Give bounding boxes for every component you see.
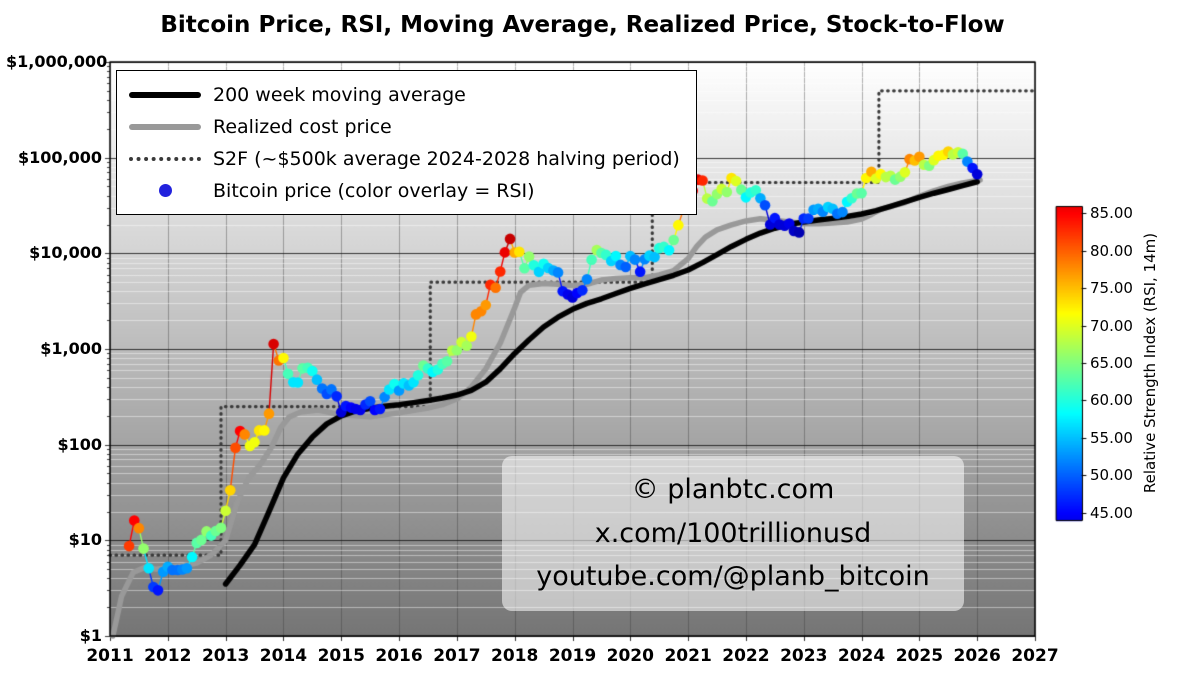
legend-item-label: 200 week moving average <box>213 83 466 106</box>
y-tick-3: $1,000 <box>40 339 102 358</box>
legend-item: Realized cost price <box>129 113 680 140</box>
x-tick-2015: 2015 <box>317 646 365 666</box>
colorbar-axis-label: Relative Strength Index (RSI, 14m) <box>1141 232 1159 494</box>
x-tick-2012: 2012 <box>144 646 192 666</box>
legend-item: Bitcoin price (color overlay = RSI) <box>129 177 680 204</box>
colorbar-tick-85.00: 85.00 <box>1090 204 1133 223</box>
y-tick-2: $100 <box>57 434 102 454</box>
legend-item: S2F (~$500k average 2024-2028 halving pe… <box>129 145 680 172</box>
colorbar-tick-70.00: 70.00 <box>1090 316 1133 335</box>
y-tick-1: $10 <box>68 530 102 550</box>
colorbar-tick-80.00: 80.00 <box>1090 241 1133 260</box>
x-tick-2027: 2027 <box>1011 646 1059 666</box>
x-tick-2025: 2025 <box>895 646 944 666</box>
x-tick-2018: 2018 <box>491 646 539 666</box>
x-tick-2014: 2014 <box>259 646 308 666</box>
x-tick-2026: 2026 <box>953 646 1001 666</box>
colorbar-tick-65.00: 65.00 <box>1090 354 1133 372</box>
colorbar-tick-60.00: 60.00 <box>1090 391 1133 410</box>
watermark: © planbtc.com x.com/100trillionusd youtu… <box>502 456 964 612</box>
x-tick-2016: 2016 <box>375 646 423 666</box>
legend-item-label: S2F (~$500k average 2024-2028 halving pe… <box>213 147 680 170</box>
x-tick-2023: 2023 <box>780 646 828 666</box>
watermark-youtube: youtube.com/@planb_bitcoin <box>536 561 930 593</box>
watermark-planbtc: © planbtc.com <box>631 474 835 505</box>
chart-title: Bitcoin Price, RSI, Moving Average, Real… <box>160 12 1005 38</box>
colorbar-tick-50.00: 50.00 <box>1090 466 1133 485</box>
legend-item-label: Realized cost price <box>213 115 392 138</box>
y-tick-0: $1 <box>79 626 102 645</box>
legend-item-label: Bitcoin price (color overlay = RSI) <box>213 179 535 202</box>
y-tick-5: $100,000 <box>17 147 102 167</box>
watermark-x-handle: x.com/100trillionusd <box>594 517 872 549</box>
x-tick-2021: 2021 <box>664 646 712 666</box>
200wma-line-swatch <box>129 91 201 98</box>
colorbar-tick-75.00: 75.00 <box>1090 279 1133 298</box>
legend-item: 200 week moving average <box>129 81 680 108</box>
x-tick-2024: 2024 <box>837 646 886 666</box>
realized-price-line-swatch <box>129 123 201 130</box>
x-tick-2017: 2017 <box>433 646 481 666</box>
x-tick-2013: 2013 <box>201 646 250 666</box>
y-tick-4: $10,000 <box>29 243 102 263</box>
x-tick-2020: 2020 <box>606 646 654 666</box>
x-tick-2019: 2019 <box>548 646 597 666</box>
x-tick-2011: 2011 <box>86 646 134 666</box>
colorbar-tick-45.00: 45.00 <box>1090 503 1133 522</box>
colorbar-tick-55.00: 55.00 <box>1090 428 1133 447</box>
bitcoin-price-dot-swatch <box>129 184 201 197</box>
x-tick-2022: 2022 <box>722 646 770 666</box>
y-tick-6: $1,000,000 <box>6 52 108 71</box>
legend: 200 week moving average Realized cost pr… <box>116 70 697 215</box>
s2f-dotted-line-swatch <box>129 156 201 161</box>
